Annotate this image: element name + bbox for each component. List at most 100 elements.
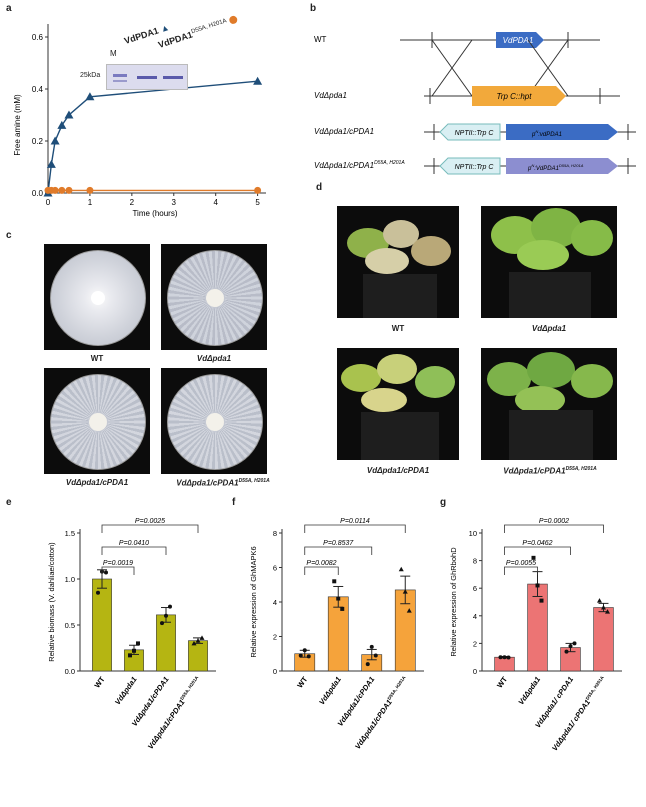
significance-bracket [101, 524, 199, 533]
gel-band-wt [137, 76, 157, 79]
y-tick-label: 0.0 [32, 189, 44, 198]
leaf [515, 386, 565, 414]
y-axis-label: Relative biomass (V. dahliae/cotton) [47, 542, 56, 662]
y-tick-label: 0 [273, 667, 277, 676]
data-point [306, 654, 311, 659]
p-value-label: P=0.8537 [323, 540, 354, 547]
data-point-triangle [57, 120, 67, 129]
marker-label-nptii-2: NPTII::Trp C [455, 164, 495, 171]
significance-bracket [504, 546, 571, 555]
data-point [199, 635, 205, 640]
plate-photo-mutant [161, 244, 267, 350]
panel-a-xlabel: Time (hours) [132, 209, 177, 218]
leaf-wilted [365, 248, 409, 274]
y-tick-label: 0 [473, 667, 477, 676]
data-point [572, 641, 577, 646]
x-tick-label: 3 [172, 198, 177, 207]
panel-b-diagram: WT VdPDA1 VdΔpda1 Trp C::hpt VdΔpda1/cPD… [314, 32, 636, 175]
panel-a-ylabel: Free amine (mM) [13, 94, 22, 156]
plant-photo-complement [337, 348, 459, 460]
data-point [96, 590, 100, 595]
plant-caption-wt: WT [391, 324, 405, 333]
leaf [571, 364, 613, 398]
x-tick-label: 2 [130, 198, 135, 207]
data-point-triangle [50, 136, 60, 145]
bar [92, 578, 112, 672]
panel-label-d: d [316, 182, 323, 193]
data-point [568, 644, 573, 649]
category-label: VdΔpda1/cPDA1D55A, H201A [146, 674, 203, 751]
y-tick-label: 0.0 [65, 667, 75, 676]
leaf [517, 240, 569, 270]
y-tick-label: 6 [273, 564, 277, 573]
p-value-label: P=0.0002 [539, 518, 569, 525]
significance-bracket [304, 524, 406, 533]
category-label: VdΔpda1 [317, 675, 343, 706]
data-point-triangle [64, 110, 74, 119]
leaf-yellow [361, 388, 407, 412]
y-tick-label: 2 [273, 633, 277, 642]
data-point [128, 653, 132, 658]
data-point [336, 596, 341, 601]
petri-dish [167, 250, 263, 346]
data-point [132, 648, 136, 653]
data-point [340, 606, 345, 611]
panel-label-e: e [6, 497, 12, 508]
leaf [527, 352, 575, 388]
colony-center [206, 289, 224, 307]
data-point-triangle [253, 76, 263, 85]
data-point [498, 655, 503, 660]
pot [509, 410, 593, 460]
y-axis-label: Relative expression of GhRbohD [449, 547, 458, 657]
p-value-label: P=0.0410 [119, 540, 149, 547]
data-point-circle [51, 186, 59, 194]
petri-dish [50, 374, 146, 470]
panel-a-axes: 0.0 0.2 0.4 0.6 0 1 2 3 4 5 [32, 24, 266, 207]
data-point-triangle [46, 159, 56, 168]
bar [527, 583, 548, 672]
data-point [160, 621, 164, 626]
bar-chart-rbohd: 0 2 4 6 8 10 Relative expression of GhRbohD WT V… [449, 518, 622, 753]
significance-bracket [101, 566, 135, 575]
panel-label-a: a [6, 3, 12, 14]
category-label: VdΔpda1 [516, 675, 542, 706]
p-value-label: P=0.0082 [306, 560, 336, 567]
y-tick-label: 0.5 [65, 621, 75, 630]
x-tick-label: 0 [46, 198, 51, 207]
gene-arrow-wt [496, 32, 544, 48]
data-point [601, 605, 606, 610]
data-point [332, 579, 337, 584]
y-tick-label: 4 [473, 612, 477, 621]
bar-chart-mapk6: 0 2 4 6 8 Relative expression of GhMAPK6 WT VdΔ… [249, 518, 424, 751]
promoter-label: pN:vdPDA1 [531, 129, 562, 138]
category-label: WT [495, 675, 509, 690]
y-tick-label: 4 [273, 598, 277, 607]
bar [188, 640, 208, 672]
data-point [369, 644, 374, 649]
gene-arrow-complement [506, 124, 618, 140]
data-point-circle [65, 186, 73, 194]
data-point [531, 555, 536, 560]
category-label: VdΔpda1 [113, 675, 139, 706]
y-tick-label: 2 [473, 639, 477, 648]
plate-photo-wt [44, 244, 150, 350]
panel-a-series [43, 76, 263, 197]
data-point [298, 653, 303, 658]
data-point [402, 589, 408, 594]
construct-label-pointmutant: VdΔpda1/cPDA1D55A, H201A [314, 160, 405, 170]
data-point [302, 648, 307, 653]
data-point-triangle [85, 92, 95, 101]
marker-arrow-nptii [439, 123, 501, 141]
data-point [605, 609, 610, 614]
bar-charts: 0.0 0.5 1.0 1.5 Relative biomass (V. dahliae… [47, 518, 622, 753]
plant-caption-complement: VdΔpda1/cPDA1 [366, 466, 430, 475]
data-point [373, 653, 378, 658]
data-point [564, 649, 569, 654]
p-value-label: P=0.0462 [522, 540, 552, 547]
category-label: WT [295, 675, 309, 690]
data-point [506, 655, 511, 660]
construct-label-mutant: VdΔpda1 [314, 91, 347, 100]
bar [327, 596, 349, 672]
plate-caption-complement: VdΔpda1/cPDA1 [65, 478, 129, 487]
data-point [597, 598, 602, 603]
